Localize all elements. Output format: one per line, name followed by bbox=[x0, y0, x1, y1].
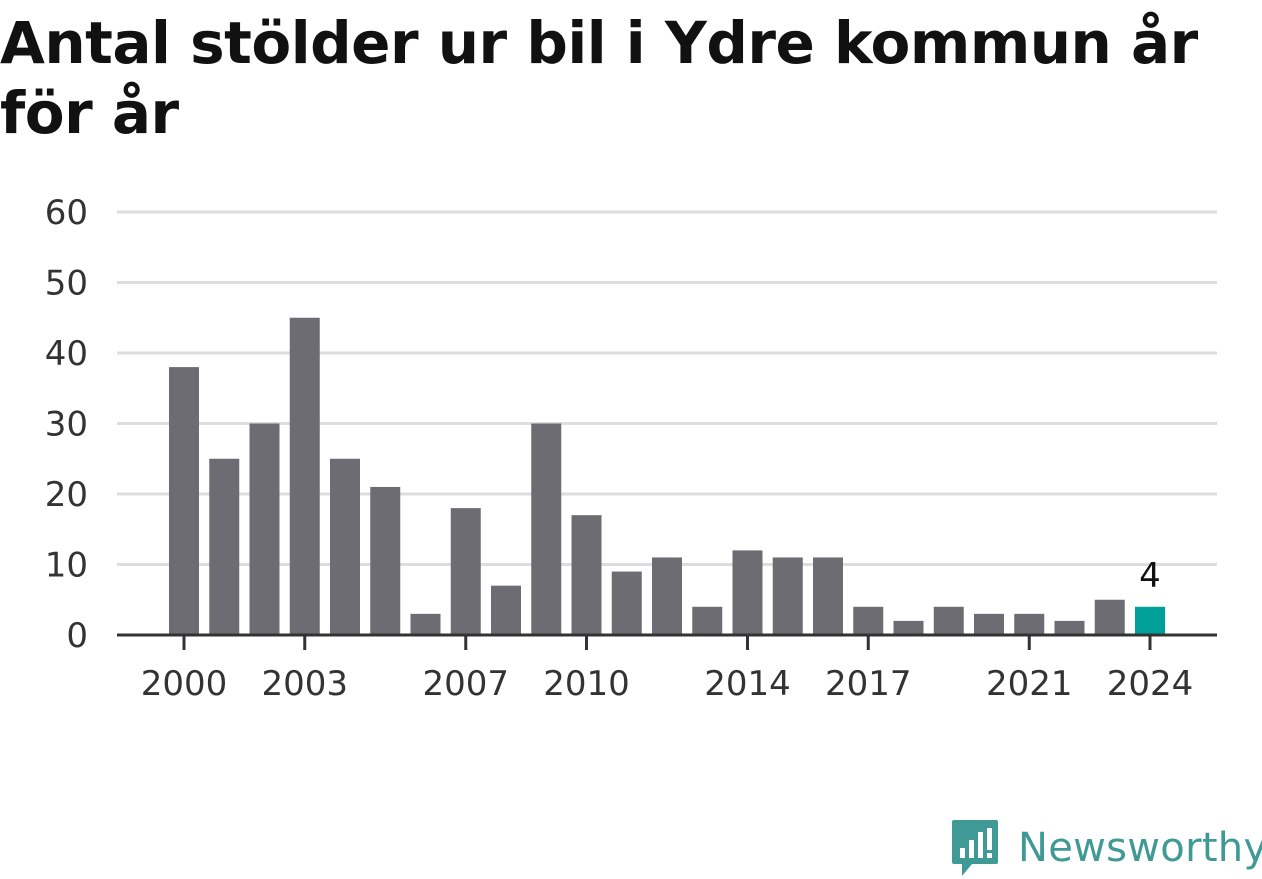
bar-2000 bbox=[169, 367, 199, 635]
x-tick-label-2010: 2010 bbox=[543, 664, 630, 704]
bar-2007 bbox=[450, 508, 481, 635]
x-axis-ticks: 2000 2003 2007 2010 2014 2017 2021 2024 bbox=[141, 635, 1194, 704]
bar-2010 bbox=[571, 515, 602, 635]
bar-2024 bbox=[1135, 606, 1165, 635]
x-tick-label-2024: 2024 bbox=[1107, 664, 1194, 704]
bar-2004 bbox=[330, 458, 360, 635]
bar-2016 bbox=[813, 557, 843, 635]
y-tick-label-40: 40 bbox=[45, 334, 88, 374]
bar-2002 bbox=[249, 423, 280, 635]
bar-2020 bbox=[974, 613, 1004, 635]
y-tick-label-60: 60 bbox=[45, 193, 88, 233]
bar-2013 bbox=[692, 606, 723, 635]
bar-2019 bbox=[933, 606, 964, 635]
bar-2012 bbox=[652, 557, 682, 635]
bar-2018 bbox=[893, 620, 924, 635]
chart-title: Antal stölder ur bil i Ydre kommun år fö… bbox=[0, 9, 1198, 147]
bar-2003 bbox=[289, 317, 320, 635]
x-tick-label-2003: 2003 bbox=[261, 664, 348, 704]
newsworthy-logo-icon bbox=[952, 820, 998, 876]
y-tick-label-50: 50 bbox=[45, 264, 88, 304]
bar-2011 bbox=[611, 571, 642, 635]
gridlines bbox=[117, 210, 1217, 566]
y-tick-label-0: 0 bbox=[66, 616, 88, 656]
bar-2006 bbox=[410, 613, 441, 635]
data-label-2024: 4 bbox=[1139, 556, 1161, 596]
data-labels: 4 bbox=[1139, 556, 1161, 596]
y-tick-label-30: 30 bbox=[45, 405, 88, 445]
bars bbox=[169, 317, 1165, 635]
x-tick-label-2000: 2000 bbox=[141, 664, 228, 704]
brand-name: Newsworthy bbox=[1018, 825, 1262, 871]
bar-2022 bbox=[1054, 620, 1085, 635]
x-tick-label-2017: 2017 bbox=[825, 664, 912, 704]
y-tick-label-20: 20 bbox=[45, 475, 88, 515]
x-tick-label-2007: 2007 bbox=[422, 664, 509, 704]
bar-2001 bbox=[209, 458, 240, 635]
bar-2023 bbox=[1094, 599, 1125, 635]
bar-2009 bbox=[531, 423, 562, 635]
x-tick-label-2021: 2021 bbox=[986, 664, 1073, 704]
bar-2014 bbox=[732, 550, 763, 635]
y-tick-label-10: 10 bbox=[45, 546, 88, 586]
bar-2005 bbox=[370, 486, 401, 635]
bar-2008 bbox=[491, 585, 521, 635]
bar-2017 bbox=[853, 606, 884, 635]
bar-2021 bbox=[1014, 613, 1045, 635]
y-axis-tick-labels: 0 10 20 30 40 50 60 bbox=[45, 193, 88, 656]
x-tick-label-2014: 2014 bbox=[704, 664, 791, 704]
newsworthy-logo: Newsworthy bbox=[950, 818, 1262, 878]
bar-2015 bbox=[772, 557, 803, 635]
